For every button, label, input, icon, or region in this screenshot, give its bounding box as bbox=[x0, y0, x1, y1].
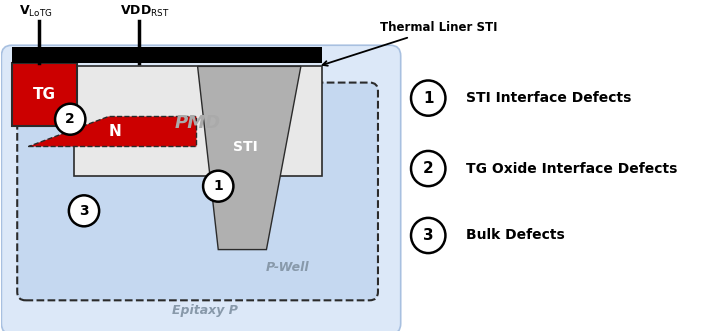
Text: 2: 2 bbox=[66, 112, 75, 126]
Circle shape bbox=[411, 80, 446, 116]
Text: V$_{\mathrm{LoTG}}$: V$_{\mathrm{LoTG}}$ bbox=[19, 4, 52, 19]
FancyBboxPatch shape bbox=[12, 47, 322, 63]
Text: PMD: PMD bbox=[174, 114, 221, 132]
FancyBboxPatch shape bbox=[17, 83, 378, 300]
Circle shape bbox=[55, 104, 85, 135]
Text: TG Oxide Interface Defects: TG Oxide Interface Defects bbox=[466, 162, 678, 176]
FancyBboxPatch shape bbox=[74, 66, 322, 176]
Circle shape bbox=[203, 171, 234, 202]
Polygon shape bbox=[27, 116, 195, 146]
Polygon shape bbox=[198, 66, 301, 250]
Text: Thermal Liner STI: Thermal Liner STI bbox=[322, 21, 497, 66]
Text: 3: 3 bbox=[423, 228, 433, 243]
Text: STI: STI bbox=[234, 140, 258, 154]
Text: STI Interface Defects: STI Interface Defects bbox=[466, 91, 632, 105]
Text: Bulk Defects: Bulk Defects bbox=[466, 228, 565, 242]
Circle shape bbox=[411, 218, 446, 253]
Text: 1: 1 bbox=[213, 179, 223, 193]
Text: 3: 3 bbox=[79, 204, 89, 218]
Text: VDD$_{\mathrm{RST}}$: VDD$_{\mathrm{RST}}$ bbox=[120, 4, 169, 19]
Circle shape bbox=[69, 195, 99, 226]
FancyBboxPatch shape bbox=[12, 63, 77, 126]
Text: 2: 2 bbox=[423, 161, 433, 176]
Text: 1: 1 bbox=[423, 91, 433, 106]
Circle shape bbox=[411, 151, 446, 186]
Text: TG: TG bbox=[33, 87, 56, 102]
Text: Epitaxy P: Epitaxy P bbox=[172, 304, 237, 317]
FancyBboxPatch shape bbox=[1, 45, 401, 332]
Text: P-Well: P-Well bbox=[265, 261, 309, 274]
Text: N: N bbox=[109, 124, 121, 139]
